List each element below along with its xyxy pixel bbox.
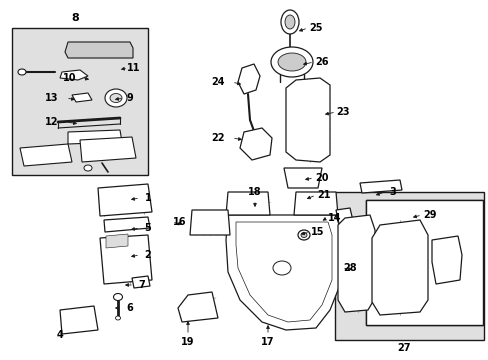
Text: 1: 1 bbox=[144, 193, 151, 203]
Polygon shape bbox=[335, 208, 353, 228]
Polygon shape bbox=[359, 180, 401, 193]
Text: 17: 17 bbox=[261, 337, 274, 347]
Polygon shape bbox=[337, 215, 374, 312]
Polygon shape bbox=[60, 306, 98, 334]
Polygon shape bbox=[65, 42, 133, 58]
Polygon shape bbox=[285, 78, 329, 162]
Polygon shape bbox=[431, 236, 461, 284]
Text: 24: 24 bbox=[211, 77, 224, 87]
Text: 29: 29 bbox=[423, 210, 436, 220]
Text: 16: 16 bbox=[173, 217, 186, 227]
Text: 15: 15 bbox=[311, 227, 324, 237]
Text: 22: 22 bbox=[211, 133, 224, 143]
Polygon shape bbox=[106, 234, 128, 248]
Polygon shape bbox=[284, 168, 321, 188]
Bar bbox=[12, 28, 148, 175]
Ellipse shape bbox=[278, 53, 305, 71]
Ellipse shape bbox=[272, 261, 290, 275]
Text: 21: 21 bbox=[317, 190, 330, 200]
Text: 6: 6 bbox=[126, 303, 133, 313]
Text: 23: 23 bbox=[336, 107, 349, 117]
Polygon shape bbox=[190, 210, 229, 235]
Polygon shape bbox=[72, 93, 92, 102]
Polygon shape bbox=[132, 276, 150, 288]
Ellipse shape bbox=[297, 230, 309, 240]
Bar bbox=[365, 200, 482, 325]
Polygon shape bbox=[100, 235, 152, 284]
Polygon shape bbox=[293, 192, 337, 215]
Text: 19: 19 bbox=[181, 337, 194, 347]
Polygon shape bbox=[225, 192, 269, 215]
Polygon shape bbox=[68, 130, 122, 144]
Ellipse shape bbox=[110, 94, 122, 103]
Text: 7: 7 bbox=[138, 280, 145, 290]
Polygon shape bbox=[98, 184, 152, 216]
Text: 18: 18 bbox=[248, 187, 261, 197]
Ellipse shape bbox=[84, 165, 92, 171]
Ellipse shape bbox=[113, 293, 122, 301]
Text: 14: 14 bbox=[327, 213, 341, 223]
Text: 25: 25 bbox=[308, 23, 322, 33]
Polygon shape bbox=[225, 215, 339, 330]
Text: 20: 20 bbox=[315, 173, 328, 183]
Polygon shape bbox=[60, 70, 88, 80]
Text: 10: 10 bbox=[63, 73, 77, 83]
Polygon shape bbox=[240, 128, 271, 160]
Ellipse shape bbox=[18, 69, 26, 75]
Ellipse shape bbox=[281, 10, 298, 34]
Text: 13: 13 bbox=[45, 93, 59, 103]
Text: 5: 5 bbox=[144, 223, 151, 233]
Text: 4: 4 bbox=[57, 330, 63, 340]
Polygon shape bbox=[371, 220, 427, 315]
Ellipse shape bbox=[270, 47, 312, 77]
Text: 9: 9 bbox=[126, 93, 133, 103]
Text: 28: 28 bbox=[343, 263, 356, 273]
Text: 12: 12 bbox=[45, 117, 59, 127]
Polygon shape bbox=[178, 292, 218, 322]
Text: 27: 27 bbox=[396, 343, 410, 353]
Ellipse shape bbox=[301, 233, 306, 238]
Bar bbox=[365, 200, 482, 325]
Text: 3: 3 bbox=[389, 187, 396, 197]
Text: 2: 2 bbox=[144, 250, 151, 260]
Bar bbox=[334, 192, 483, 340]
Text: 8: 8 bbox=[71, 13, 79, 23]
Polygon shape bbox=[80, 137, 136, 162]
Ellipse shape bbox=[115, 316, 120, 320]
Ellipse shape bbox=[285, 15, 294, 29]
Polygon shape bbox=[20, 144, 72, 166]
Ellipse shape bbox=[105, 89, 127, 107]
Polygon shape bbox=[238, 64, 260, 94]
Polygon shape bbox=[104, 217, 150, 232]
Text: 11: 11 bbox=[127, 63, 141, 73]
Text: 26: 26 bbox=[315, 57, 328, 67]
